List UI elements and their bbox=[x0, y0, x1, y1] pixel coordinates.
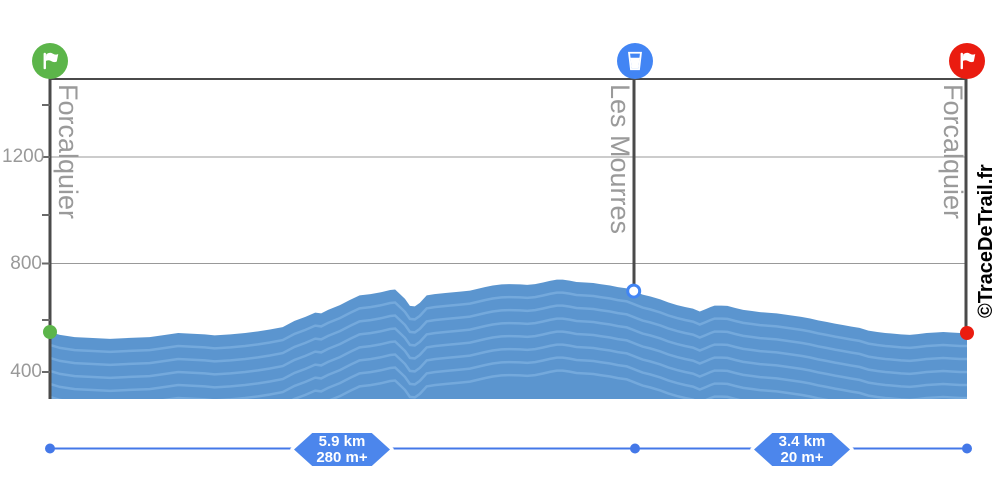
distance-dot-start bbox=[45, 443, 55, 454]
y-axis-label-1200: 1200 bbox=[2, 146, 45, 167]
watermark-tracedetrail: ©TraceDeTrail.fr bbox=[975, 164, 997, 318]
aid-waypoint-label: Les Mourres bbox=[605, 84, 635, 235]
start-marker[interactable] bbox=[32, 43, 68, 79]
elevation-stripe bbox=[50, 343, 967, 399]
start-point-dot bbox=[43, 325, 57, 339]
flag-icon bbox=[960, 52, 976, 70]
elevation-stripe bbox=[50, 369, 967, 399]
elevation-stripe bbox=[50, 291, 967, 354]
distance-dot-mid bbox=[630, 443, 640, 454]
finish-waypoint-label: Forcalquier bbox=[938, 84, 968, 220]
elevation-area bbox=[50, 279, 967, 399]
distance-dot-end bbox=[962, 443, 972, 454]
finish-point-dot bbox=[960, 326, 974, 340]
elevation-stripes bbox=[50, 291, 967, 399]
aid-station-marker[interactable] bbox=[617, 43, 653, 79]
finish-marker[interactable] bbox=[949, 43, 985, 79]
y-axis-ticks bbox=[42, 104, 50, 373]
start-waypoint-label: Forcalquier bbox=[53, 84, 83, 220]
segment2-distance: 3.4 km bbox=[778, 432, 826, 450]
drink-icon bbox=[628, 51, 642, 71]
elevation-stripe bbox=[50, 304, 967, 367]
segment1-distance: 5.9 km bbox=[318, 432, 366, 450]
elevation-stripe bbox=[50, 317, 967, 380]
y-axis-label-800: 800 bbox=[10, 253, 42, 274]
segment2-badge: 3.4 km 20 m+ bbox=[754, 433, 850, 466]
segment1-gain: 280 m+ bbox=[316, 448, 368, 466]
elevation-stripe bbox=[50, 356, 967, 399]
elevation-area-group bbox=[50, 279, 967, 399]
segment1-badge: 5.9 km 280 m+ bbox=[294, 433, 390, 466]
aid-point-dot[interactable] bbox=[626, 283, 642, 299]
y-axis-label-400: 400 bbox=[10, 361, 42, 382]
elevation-stripe bbox=[50, 330, 967, 393]
flag-icon bbox=[43, 52, 59, 70]
segment2-gain: 20 m+ bbox=[780, 448, 824, 466]
